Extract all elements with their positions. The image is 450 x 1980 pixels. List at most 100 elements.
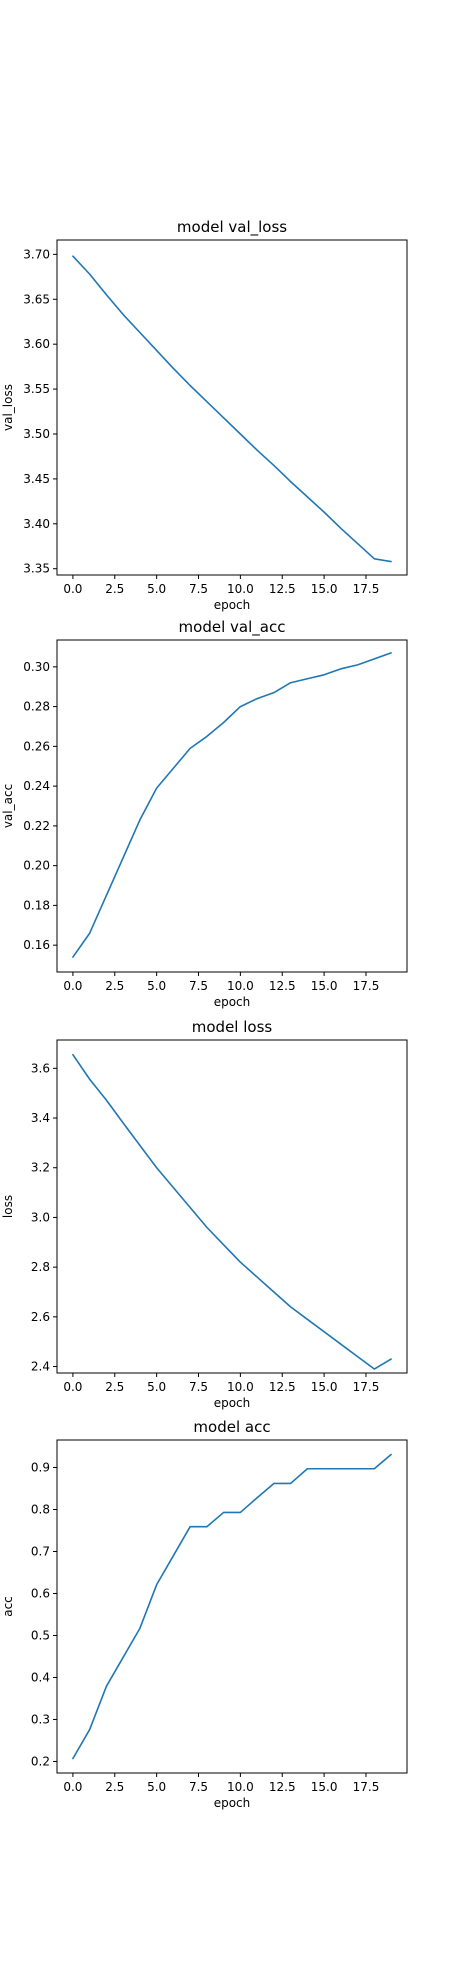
model-acc-xtick-label: 10.0 <box>227 1780 254 1794</box>
model-loss-data-point <box>357 1356 359 1358</box>
model-loss-ytick-label: 2.8 <box>31 1260 50 1274</box>
model-loss-data-point <box>240 1261 242 1263</box>
model-loss-xtick-label: 2.5 <box>105 1380 124 1394</box>
model-acc-data-point <box>89 1729 91 1731</box>
model-loss-data-point <box>390 1358 392 1360</box>
model-val-loss-data-point <box>290 481 292 483</box>
model-val-loss-xlabel: epoch <box>214 598 251 612</box>
model-val-acc-data-point <box>206 736 208 738</box>
model-acc-series-line <box>72 1453 392 1760</box>
model-val-loss-data-point <box>240 433 242 435</box>
model-acc-xtick-label: 7.5 <box>189 1780 208 1794</box>
model-val-loss-ylabel: val_loss <box>1 384 15 431</box>
model-val-acc-xtick-label: 5.0 <box>147 979 166 993</box>
model-val-acc-data-point <box>390 652 392 654</box>
model-loss-data-point <box>223 1244 225 1246</box>
model-val-acc-data-point <box>72 956 74 958</box>
model-val-acc-data-point <box>173 767 175 769</box>
model-val-acc-xtick-label: 15.0 <box>311 979 338 993</box>
model-val-loss-xtick-label: 5.0 <box>147 582 166 596</box>
model-acc-ylabel: acc <box>1 1596 15 1617</box>
model-val-acc-data-point <box>89 932 91 934</box>
model-val-loss-ytick-label: 3.40 <box>23 517 50 531</box>
model-acc-ytick-label: 0.4 <box>31 1670 50 1684</box>
model-val-loss-ytick-label: 3.65 <box>23 292 50 306</box>
model-loss-data-point <box>206 1227 208 1229</box>
model-loss-data-point <box>340 1343 342 1345</box>
model-loss-xtick-label: 7.5 <box>189 1380 208 1394</box>
model-acc-xtick-label: 17.5 <box>353 1780 380 1794</box>
model-val-acc-data-point <box>139 819 141 821</box>
model-acc-data-point <box>139 1628 141 1630</box>
model-acc-ytick-label: 0.8 <box>31 1502 50 1516</box>
model-val-acc-xtick-label: 17.5 <box>353 979 380 993</box>
model-val-acc-xtick-label: 2.5 <box>105 979 124 993</box>
model-loss-ylabel: loss <box>1 1195 15 1218</box>
model-val-acc-data-point <box>290 682 292 684</box>
model-val-loss-data-point <box>106 294 108 296</box>
model-acc-ytick-label: 0.2 <box>31 1754 50 1768</box>
model-acc-ytick-label: 0.5 <box>31 1628 50 1642</box>
model-val-acc-data-point <box>122 857 124 859</box>
model-loss-data-point <box>122 1122 124 1124</box>
subplot-acc: model acc 0.0 2.5 5.0 7.5 10.0 12.5 15.0 17.5 0.2… <box>1 1418 408 1810</box>
model-val-loss-data-point <box>206 401 208 403</box>
model-loss-data-point <box>89 1078 91 1080</box>
model-val-loss-ytick-label: 3.50 <box>23 427 50 441</box>
model-val-loss-axes-frame <box>56 239 408 576</box>
model-val-acc-ytick-label: 0.30 <box>23 660 50 674</box>
model-val-loss-data-point <box>323 511 325 513</box>
model-val-acc-data-point <box>323 674 325 676</box>
model-val-loss-xtick-label: 10.0 <box>227 582 254 596</box>
model-acc-xtick-label: 12.5 <box>269 1780 296 1794</box>
model-loss-data-point <box>189 1207 191 1209</box>
model-loss-data-point <box>290 1306 292 1308</box>
model-acc-ytick-label: 0.6 <box>31 1586 50 1600</box>
model-val-acc-data-point <box>256 698 258 700</box>
model-val-loss-xtick-label: 17.5 <box>353 582 380 596</box>
model-acc-data-point <box>307 1468 309 1470</box>
model-acc-data-point <box>223 1512 225 1514</box>
model-loss-xtick-label: 5.0 <box>147 1380 166 1394</box>
model-val-loss-ytick-label: 3.70 <box>23 247 50 261</box>
model-val-acc-data-point <box>357 664 359 666</box>
model-val-acc-data-point <box>374 658 376 660</box>
model-val-acc-ytick-label: 0.28 <box>23 700 50 714</box>
model-loss-data-point <box>156 1167 158 1169</box>
model-loss-data-point <box>72 1054 74 1056</box>
model-acc-ytick-label: 0.9 <box>31 1461 50 1475</box>
model-loss-data-point <box>307 1319 309 1321</box>
model-acc-data-point <box>173 1555 175 1557</box>
model-acc-data-point <box>156 1584 158 1586</box>
model-val-loss-xtick-label: 0.0 <box>63 582 82 596</box>
model-val-loss-data-point <box>156 350 158 352</box>
model-val-loss-xtick-label: 7.5 <box>189 582 208 596</box>
model-loss-xtick-label: 17.5 <box>353 1380 380 1394</box>
model-val-acc-series-line <box>72 652 392 958</box>
model-acc-xtick-label: 0.0 <box>63 1780 82 1794</box>
model-val-loss-xtick-label: 12.5 <box>269 582 296 596</box>
model-acc-ytick-label: 0.7 <box>31 1544 50 1558</box>
model-acc-data-point <box>357 1468 359 1470</box>
model-val-loss-ytick-label: 3.60 <box>23 337 50 351</box>
model-val-acc-data-point <box>240 706 242 708</box>
model-val-acc-ytick-label: 0.16 <box>23 938 50 952</box>
model-acc-ytick-label: 0.3 <box>31 1712 50 1726</box>
model-val-loss-data-point <box>72 255 74 257</box>
model-val-loss-data-point <box>189 385 191 387</box>
model-acc-data-point <box>273 1483 275 1485</box>
model-acc-data-point <box>206 1526 208 1528</box>
model-val-acc-ytick-label: 0.20 <box>23 859 50 873</box>
model-val-acc-data-point <box>189 748 191 750</box>
model-loss-axes-frame <box>56 1039 408 1374</box>
model-loss-xtick-label: 12.5 <box>269 1380 296 1394</box>
model-loss-data-point <box>374 1368 376 1370</box>
model-val-acc-data-point <box>340 668 342 670</box>
model-loss-data-point <box>106 1099 108 1101</box>
model-val-loss-data-point <box>256 449 258 451</box>
model-val-acc-xlabel: epoch <box>214 995 251 1009</box>
model-val-acc-ytick-label: 0.18 <box>23 898 50 912</box>
model-val-acc-data-point <box>223 722 225 724</box>
model-val-acc-title: model val_acc <box>179 618 286 637</box>
